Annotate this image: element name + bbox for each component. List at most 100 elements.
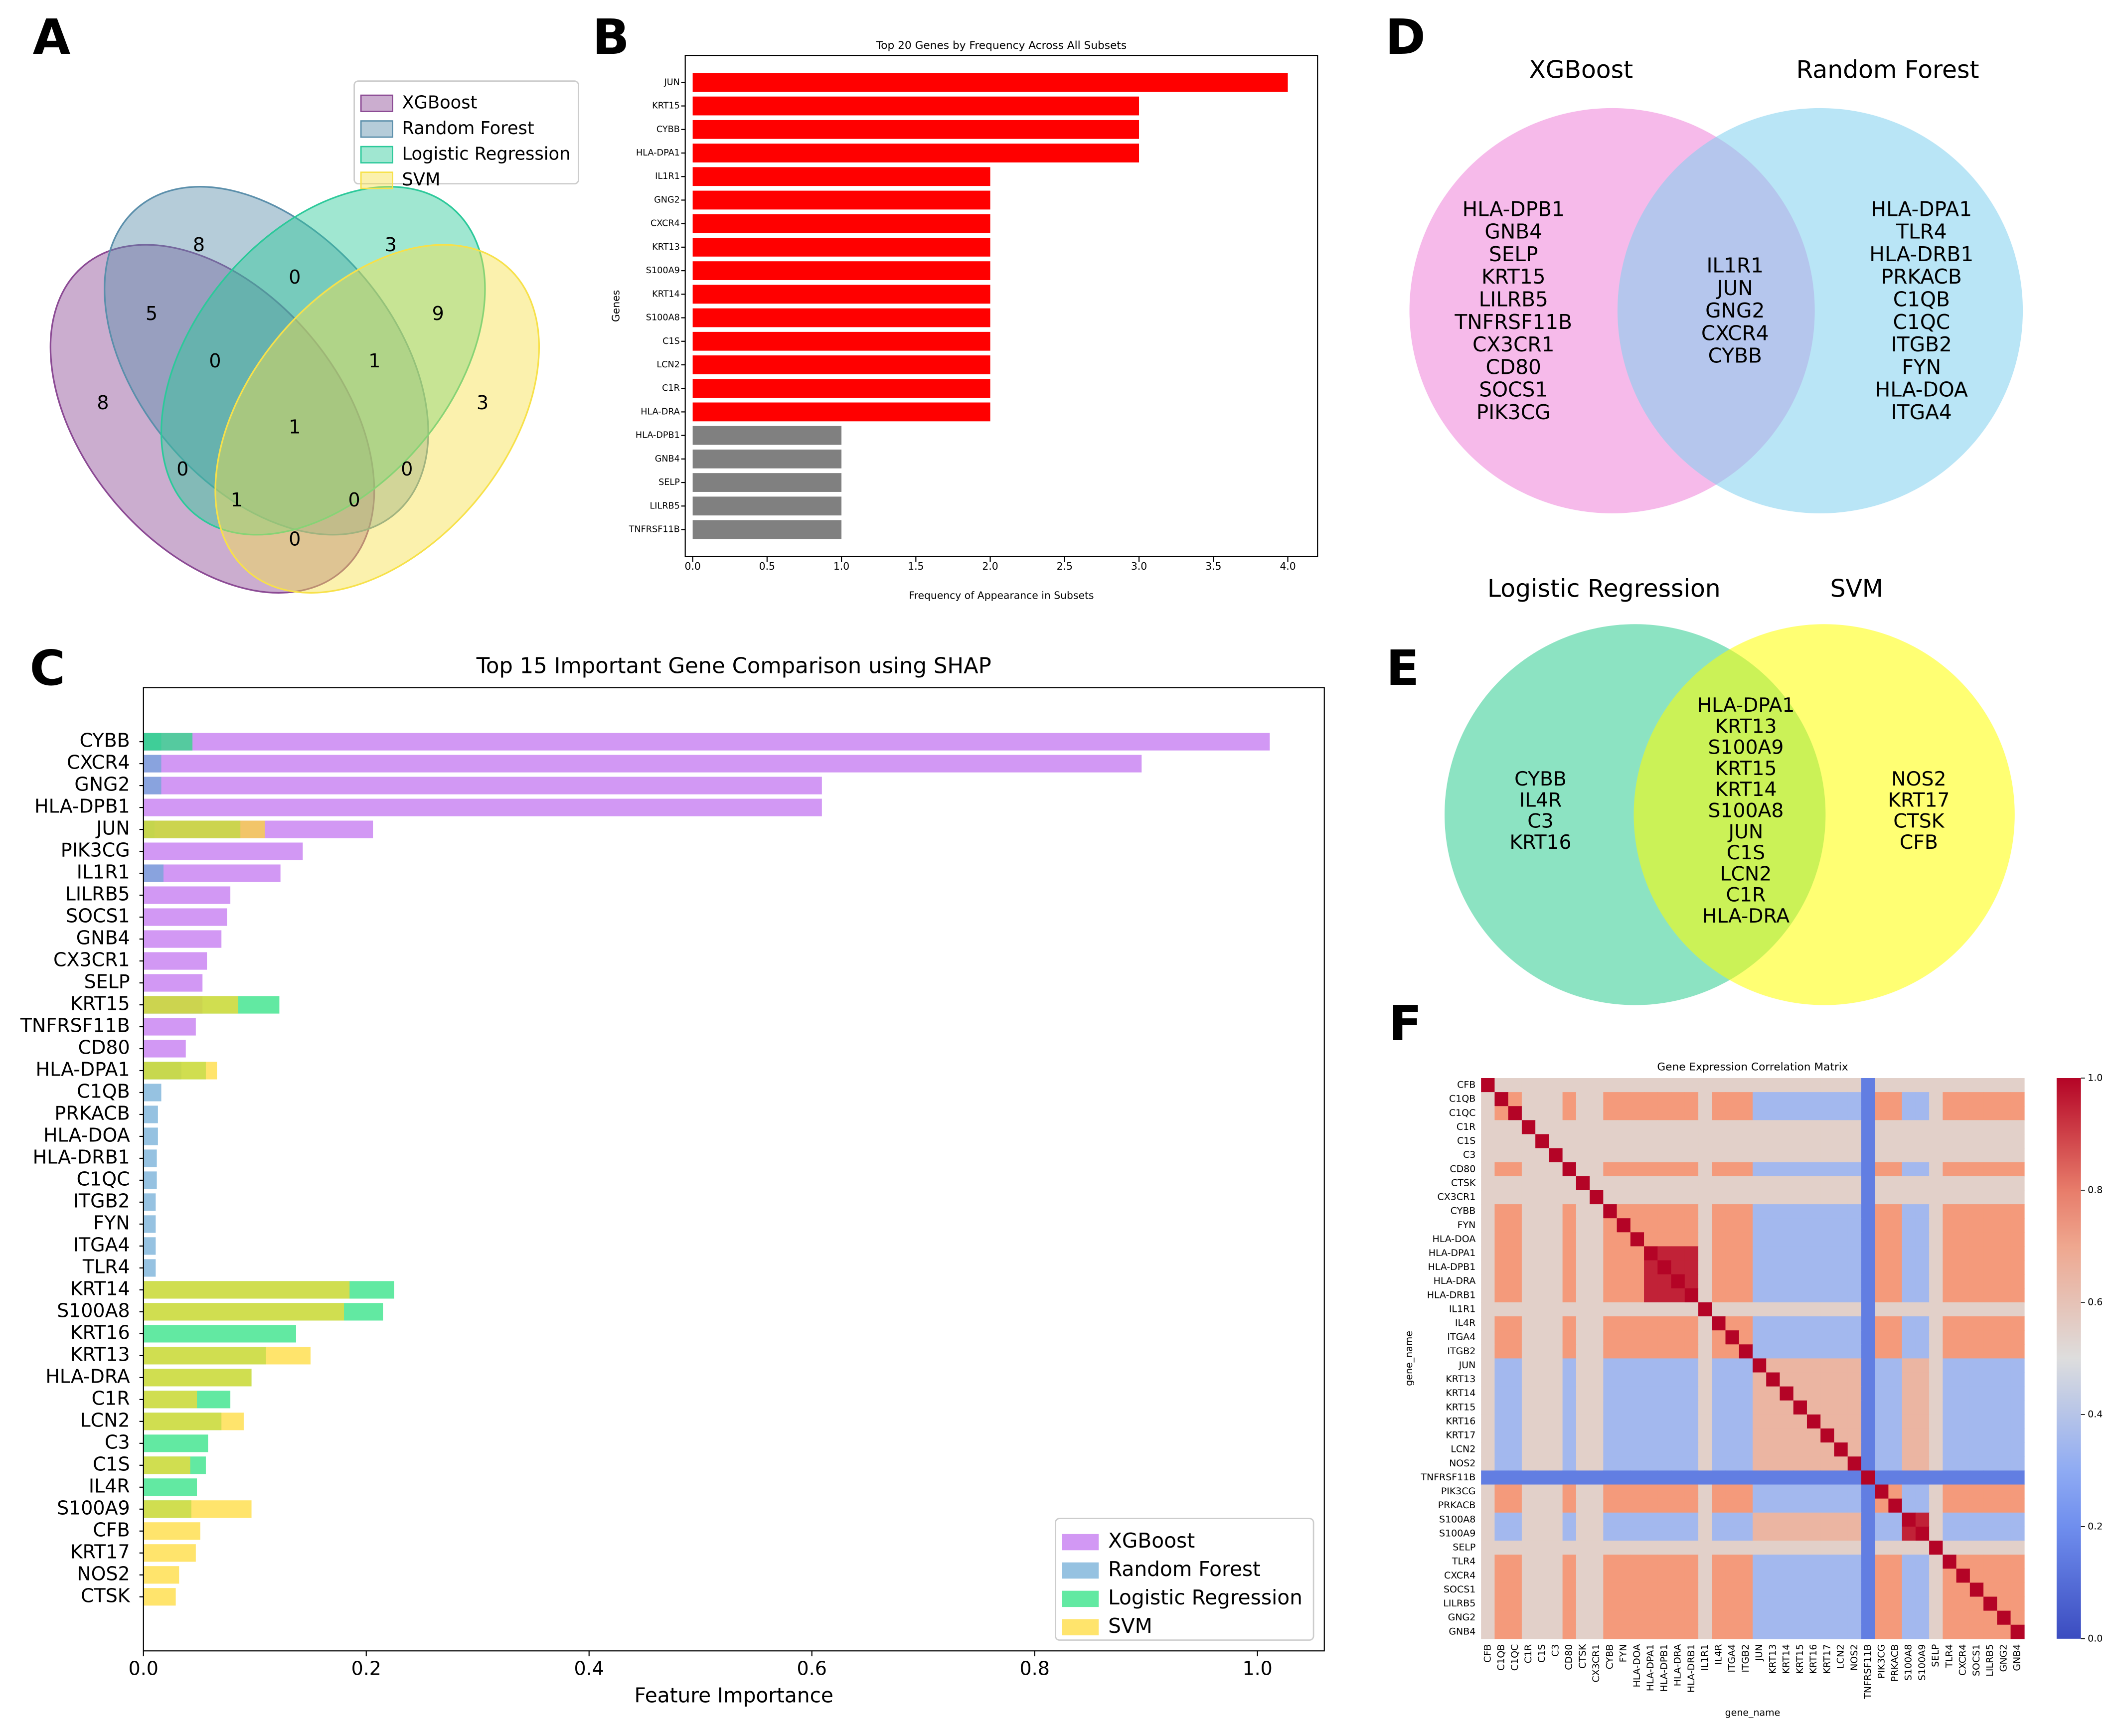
heatmap-cell [1739, 1484, 1753, 1499]
heatmap-cell [1793, 1624, 1807, 1639]
row-label: HLA-DPB1 [1428, 1262, 1476, 1272]
heatmap-cell [1766, 1120, 1781, 1135]
heatmap-cell [1508, 1428, 1522, 1443]
heatmap-cell [1603, 1288, 1618, 1303]
heatmap-cell [1956, 1512, 1970, 1527]
y-tick-label: LCN2 [656, 360, 679, 370]
heatmap-cell [1780, 1316, 1794, 1331]
heatmap-cell [1725, 1582, 1740, 1597]
heatmap-cell [2010, 1484, 2025, 1499]
heatmap-cell [1739, 1428, 1753, 1443]
heatmap-cell [1712, 1218, 1726, 1233]
heatmap-cell [1725, 1624, 1740, 1639]
heatmap-cell [1739, 1246, 1753, 1261]
heatmap-cell [1562, 1218, 1577, 1233]
heatmap-cell [1875, 1246, 1889, 1261]
heatmap-cell [1793, 1596, 1807, 1611]
heatmap-cell [1590, 1512, 1604, 1527]
heatmap-cell [1644, 1344, 1658, 1359]
heatmap-cell [1535, 1162, 1550, 1177]
heatmap-cell [1671, 1176, 1685, 1191]
heatmap-cell [1752, 1540, 1767, 1555]
row-label: KRT17 [1446, 1430, 1475, 1441]
heatmap-cell [1956, 1428, 1970, 1443]
heatmap-cell [1684, 1540, 1699, 1555]
gene-label: LCN2 [1720, 863, 1772, 885]
heatmap-cell [1698, 1134, 1713, 1149]
heatmap-cell [1508, 1204, 1522, 1219]
bar [692, 285, 990, 304]
heatmap-cell [1644, 1400, 1658, 1415]
heatmap-cell [1508, 1176, 1522, 1191]
heatmap-cell [1549, 1260, 1563, 1275]
heatmap-cell [1657, 1232, 1672, 1247]
heatmap-cell [1576, 1569, 1590, 1583]
heatmap-cell [1766, 1204, 1781, 1219]
heatmap-cell [1793, 1498, 1807, 1513]
heatmap-cell [1508, 1106, 1522, 1121]
heatmap-cell [1834, 1316, 1848, 1331]
heatmap-cell [1943, 1428, 1957, 1443]
heatmap-cell [1630, 1218, 1644, 1233]
heatmap-cell [1535, 1078, 1550, 1093]
heatmap-cell [1617, 1232, 1631, 1247]
heatmap-cell [1861, 1260, 1875, 1275]
heatmap-cell [1712, 1148, 1726, 1163]
heatmap-cell [1494, 1344, 1509, 1359]
heatmap-cell [1590, 1624, 1604, 1639]
heatmap-cell [1508, 1555, 1522, 1570]
heatmap-cell [1847, 1344, 1862, 1359]
heatmap-cell [1847, 1218, 1862, 1233]
heatmap-cell [1806, 1092, 1821, 1107]
heatmap-cell [1861, 1456, 1875, 1471]
heatmap-cell [2010, 1288, 2025, 1303]
heatmap-cell [1617, 1190, 1631, 1205]
heatmap-cell [1576, 1246, 1590, 1261]
heatmap-cell [1902, 1274, 1916, 1289]
heatmap-cell [1752, 1274, 1767, 1289]
heatmap-cell [1725, 1540, 1740, 1555]
heatmap-cell [1956, 1484, 1970, 1499]
heatmap-cell [1956, 1372, 1970, 1387]
col-label: PIK3CG [1876, 1644, 1887, 1679]
heatmap-cell [1521, 1204, 1536, 1219]
x-tick-label: 0.8 [1020, 1658, 1050, 1680]
heatmap-cell [1603, 1092, 1618, 1107]
plot-frame [143, 687, 1325, 1652]
legend-label: Random Forest [402, 118, 534, 139]
heatmap-cell [1875, 1442, 1889, 1457]
heatmap-cell [1834, 1400, 1848, 1415]
heatmap-cell [1562, 1092, 1577, 1107]
heatmap-cell [1657, 1456, 1672, 1471]
heatmap-cell [1875, 1204, 1889, 1219]
heatmap-cell [1562, 1442, 1577, 1457]
heatmap-cell [1766, 1386, 1781, 1401]
heatmap-cell [1752, 1526, 1767, 1541]
heatmap-cell [1915, 1414, 1930, 1429]
gene-label: C1QC [1893, 310, 1950, 334]
heatmap-cell [1983, 1274, 1998, 1289]
heatmap-cell [1983, 1498, 1998, 1513]
heatmap-cell [1712, 1456, 1726, 1471]
heatmap-cell [1549, 1302, 1563, 1317]
heatmap-cell [1780, 1274, 1794, 1289]
heatmap-cell [1549, 1078, 1563, 1093]
heatmap-cell [1847, 1246, 1862, 1261]
heatmap-cell [1915, 1569, 1930, 1583]
heatmap-cell [1725, 1372, 1740, 1387]
heatmap-cell [1481, 1232, 1495, 1247]
y-tick-label: HLA-DPB1 [34, 795, 130, 817]
heatmap-cell [1875, 1316, 1889, 1331]
heatmap-cell [1698, 1120, 1713, 1135]
heatmap-cell [1508, 1470, 1522, 1485]
heatmap-cell [1590, 1162, 1604, 1177]
heatmap-cell [1780, 1134, 1794, 1149]
heatmap-cell [1969, 1372, 1984, 1387]
heatmap-cell [1603, 1386, 1618, 1401]
heatmap-cell [1915, 1274, 1930, 1289]
heatmap-cell [1739, 1162, 1753, 1177]
heatmap-cell [1603, 1162, 1618, 1177]
heatmap-cell [1915, 1470, 1930, 1485]
heatmap-cell [1983, 1582, 1998, 1597]
heatmap-cell [1494, 1106, 1509, 1121]
